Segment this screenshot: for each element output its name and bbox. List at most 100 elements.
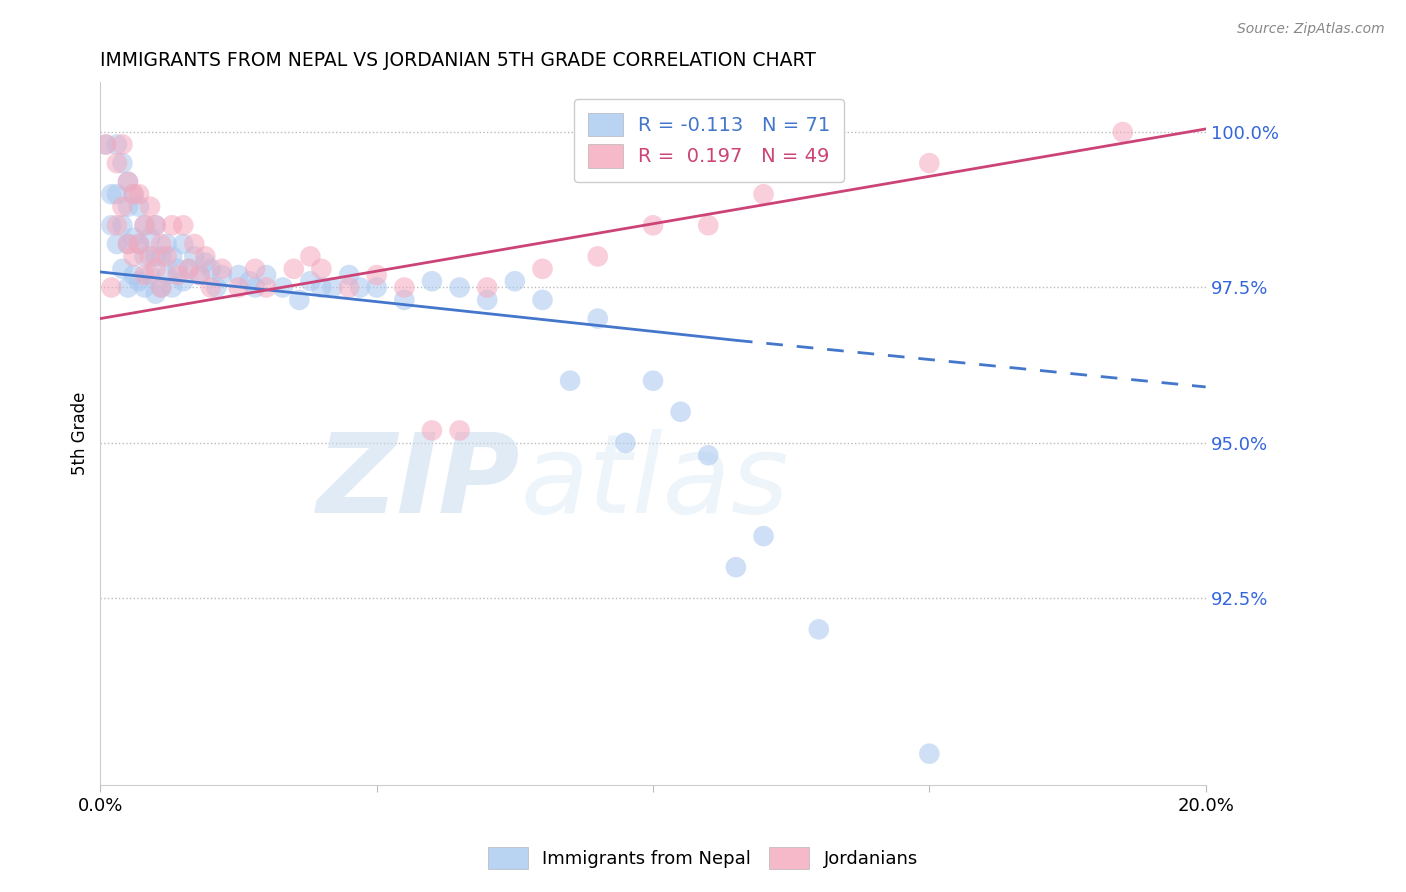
Point [183,237,205,252]
Point [150,249,173,263]
Point [337,268,360,282]
Point [243,261,266,276]
Point [122,187,145,202]
Point [188,268,211,282]
Point [366,268,388,282]
Point [150,280,173,294]
Point [283,261,305,276]
Point [586,249,609,263]
Point [194,255,217,269]
Point [117,200,139,214]
Point [160,249,183,263]
Point [449,280,471,294]
Point [134,249,156,263]
Point [200,261,222,276]
Point [1112,125,1135,139]
Point [166,261,188,276]
Text: Source: ZipAtlas.com: Source: ZipAtlas.com [1237,22,1385,37]
Point [150,237,173,252]
Point [172,237,194,252]
Point [117,175,139,189]
Point [105,187,128,202]
Point [134,219,156,233]
Point [394,293,416,307]
Point [100,187,122,202]
Point [139,231,162,245]
Point [156,249,179,263]
Point [160,219,183,233]
Y-axis label: 5th Grade: 5th Grade [72,392,89,475]
Point [145,261,167,276]
Point [188,268,211,282]
Point [807,623,830,637]
Point [205,280,228,294]
Point [349,280,371,294]
Point [94,137,117,152]
Point [122,249,145,263]
Point [321,280,343,294]
Point [254,268,277,282]
Point [111,137,134,152]
Point [156,268,179,282]
Point [111,200,134,214]
Text: ZIP: ZIP [316,429,520,536]
Point [697,448,720,462]
Point [299,249,322,263]
Point [394,280,416,294]
Point [194,249,217,263]
Legend: R = -0.113   N = 71, R =  0.197   N = 49: R = -0.113 N = 71, R = 0.197 N = 49 [574,99,845,182]
Point [641,374,664,388]
Point [172,219,194,233]
Point [156,237,179,252]
Point [117,175,139,189]
Point [105,137,128,152]
Point [752,187,775,202]
Text: IMMIGRANTS FROM NEPAL VS JORDANIAN 5TH GRADE CORRELATION CHART: IMMIGRANTS FROM NEPAL VS JORDANIAN 5TH G… [100,51,817,70]
Point [94,137,117,152]
Point [586,311,609,326]
Point [228,268,250,282]
Point [243,280,266,294]
Point [200,280,222,294]
Point [641,219,664,233]
Point [134,280,156,294]
Point [239,274,262,288]
Point [128,237,150,252]
Point [145,219,167,233]
Point [177,261,200,276]
Point [128,200,150,214]
Point [724,560,747,574]
Point [288,293,311,307]
Point [311,280,333,294]
Point [172,274,194,288]
Point [139,268,162,282]
Point [134,219,156,233]
Point [211,268,233,282]
Point [503,274,526,288]
Point [337,280,360,294]
Point [477,280,499,294]
Point [111,219,134,233]
Point [752,529,775,543]
Point [105,219,128,233]
Point [145,286,167,301]
Point [420,274,443,288]
Point [100,280,122,294]
Point [145,249,167,263]
Point [122,231,145,245]
Point [918,156,941,170]
Point [128,237,150,252]
Point [139,249,162,263]
Point [105,237,128,252]
Point [134,268,156,282]
Point [420,424,443,438]
Point [669,405,692,419]
Point [117,280,139,294]
Point [254,280,277,294]
Point [128,274,150,288]
Point [449,424,471,438]
Point [183,249,205,263]
Point [145,219,167,233]
Point [366,280,388,294]
Point [122,187,145,202]
